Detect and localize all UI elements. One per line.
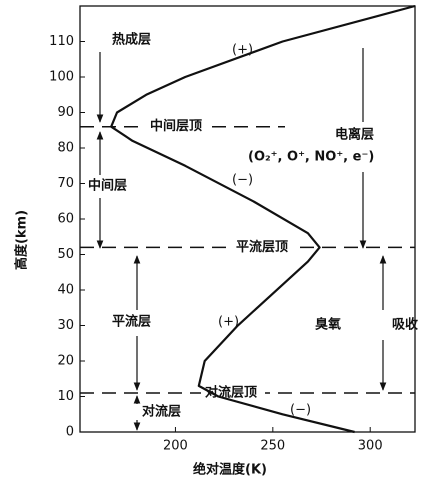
annotation: (−) (232, 173, 253, 188)
y-tick-label: 0 (66, 425, 74, 440)
y-tick-label: 80 (57, 141, 74, 156)
y-tick-label: 100 (49, 70, 74, 85)
y-tick-label: 50 (57, 247, 74, 262)
annotation: 对流层 (142, 404, 181, 420)
x-tick-label: 200 (163, 439, 188, 454)
y-tick-label: 60 (57, 212, 74, 227)
plot-frame (79, 5, 416, 433)
annotation: 平流层 (112, 314, 151, 330)
annotation: 电离层 (335, 127, 374, 143)
annotation: (O₂⁺, O⁺, NO⁺, e⁻) (248, 150, 374, 165)
boundary-label: 中间层顶 (150, 118, 202, 134)
annotation: (+) (218, 315, 239, 330)
y-tick-label: 40 (57, 283, 74, 298)
y-tick-label: 30 (57, 318, 74, 333)
label-bg (232, 238, 296, 257)
y-axis-label: 高度(km) (14, 210, 30, 270)
x-axis-label: 绝对温度(K) (193, 462, 267, 478)
annotation: 吸收 (392, 317, 419, 333)
label-bg (146, 117, 210, 136)
x-tick-label: 250 (260, 439, 285, 454)
y-tick-label: 10 (57, 389, 74, 404)
annotation: 热成层 (112, 32, 151, 48)
y-tick-label: 90 (57, 105, 74, 120)
annotation: (−) (290, 403, 311, 418)
y-tick-label: 70 (57, 176, 74, 191)
y-tick-label: 110 (49, 34, 74, 49)
profile-line (110, 4, 416, 434)
y-tick-label: 20 (57, 354, 74, 369)
boundary-label: 平流层顶 (236, 239, 288, 255)
annotation: 中间层 (88, 178, 127, 194)
arrows (96, 48, 387, 431)
annotation: 臭氧 (315, 317, 341, 333)
label-bg (201, 383, 265, 402)
x-tick-label: 300 (358, 439, 383, 454)
